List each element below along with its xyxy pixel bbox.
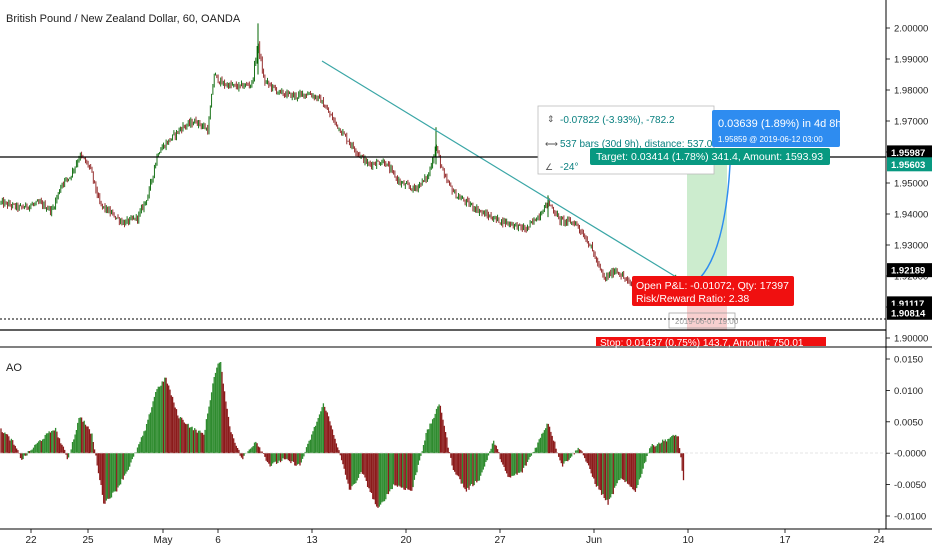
measure-price-change: -0.07822 (-3.93%), -782.2 xyxy=(560,115,675,126)
angle-icon: ∠ xyxy=(545,162,553,172)
measure-angle: -24° xyxy=(560,162,578,173)
price-tick-label: 1.95000 xyxy=(894,179,928,190)
time-tick-label: Jun xyxy=(586,535,602,546)
ao-tick-label: 0.0100 xyxy=(894,386,923,397)
time-tick-label: 27 xyxy=(494,535,506,546)
bars-range-icon: ⟷ xyxy=(545,139,558,149)
price-tick-label: 1.93000 xyxy=(894,241,928,252)
price-badge-bg xyxy=(887,157,932,172)
risk-reward-text: Risk/Reward Ratio: 2.38 xyxy=(636,293,749,305)
price-badge-label: 1.92189 xyxy=(891,266,925,277)
target-zone[interactable] xyxy=(687,160,727,290)
target-text: Target: 0.03414 (1.78%) 341.4, Amount: 1… xyxy=(596,151,823,163)
ao-tick-label: -0.0000 xyxy=(894,449,926,460)
stop-text: Stop: 0.01437 (0.75%) 143.7, Amount: 750… xyxy=(600,338,804,349)
time-axis[interactable]: 22 25 May 6 13 20 27 Jun 10 17 24 xyxy=(25,529,885,546)
price-axis[interactable]: 2.000001.990001.980001.970001.960001.950… xyxy=(886,24,928,345)
open-pl-bg xyxy=(632,276,794,306)
position-date-stub[interactable]: 2019-06-07 19:00 xyxy=(668,312,739,329)
ao-axis[interactable]: 0.0150 0.0100 0.0050 -0.0000 -0.0050 -0.0100 xyxy=(886,355,926,523)
ao-tick-label: -0.0100 xyxy=(894,512,926,523)
price-tick-label: 1.94000 xyxy=(894,210,928,221)
ao-tick-label: 0.0150 xyxy=(894,355,923,366)
target-label[interactable]: Target: 0.03414 (1.78%) 341.4, Amount: 1… xyxy=(590,148,830,165)
measure-bars-distance: 537 bars (30d 9h), distance: 537.0000 xyxy=(560,139,729,150)
time-tick-label: 24 xyxy=(873,535,885,546)
time-tick-label: 10 xyxy=(682,535,694,546)
price-tick-label: 2.00000 xyxy=(894,24,928,35)
trend-line[interactable] xyxy=(321,60,687,284)
ao-tick-label: 0.0050 xyxy=(894,417,923,428)
stop-label[interactable]: Stop: 0.01437 (0.75%) 143.7, Amount: 750… xyxy=(596,337,826,349)
candlestick-series xyxy=(0,23,684,303)
price-badge-label: 1.91117 xyxy=(891,299,924,310)
time-tick-label: 25 xyxy=(82,535,94,546)
time-tick-label: May xyxy=(154,535,173,546)
open-pl-text: Open P&L: -0.01072, Qty: 17397 xyxy=(636,280,789,292)
price-badge-label: 1.95603 xyxy=(891,160,925,171)
date-stub-box xyxy=(668,312,736,329)
chart-title: British Pound / New Zealand Dollar, 60, … xyxy=(6,13,241,25)
price-badge-bg xyxy=(887,263,932,278)
projection-label[interactable]: 0.03639 (1.89%) in 4d 8h 1.95859 @ 2019-… xyxy=(712,110,842,147)
projection-label-bg xyxy=(712,110,840,147)
price-badge-bg xyxy=(887,305,932,320)
time-tick-label: 22 xyxy=(25,535,37,546)
indicator-name: AO xyxy=(6,362,22,374)
price-badge-label: 1.95987 xyxy=(891,148,925,159)
price-tick-label: 1.99000 xyxy=(894,55,928,66)
ao-tick-label: -0.0050 xyxy=(894,480,926,491)
target-label-bg xyxy=(590,148,830,165)
price-badge-label: 1.90814 xyxy=(891,308,926,319)
time-tick-label: 13 xyxy=(306,535,318,546)
projection-target-date: 1.95859 @ 2019-06-12 03:00 xyxy=(718,135,823,144)
time-tick-label: 6 xyxy=(215,535,221,546)
price-badge-bg xyxy=(887,145,932,160)
projection-change: 0.03639 (1.89%) in 4d 8h xyxy=(718,118,842,130)
price-tick-label: 1.97000 xyxy=(894,117,928,128)
ao-histogram xyxy=(0,362,685,508)
projection-curve[interactable] xyxy=(699,164,731,279)
price-tick-label: 1.98000 xyxy=(894,86,928,97)
stop-label-bg xyxy=(596,337,826,346)
price-tick-label: 1.90000 xyxy=(894,334,928,345)
time-tick-label: 20 xyxy=(400,535,412,546)
time-tick-label: 17 xyxy=(779,535,791,546)
open-pl-label[interactable]: Open P&L: -0.01072, Qty: 17397 Risk/Rewa… xyxy=(632,276,794,306)
price-range-icon: ⇕ xyxy=(547,114,555,124)
date-stub-text: 2019-06-07 19:00 xyxy=(675,317,739,326)
